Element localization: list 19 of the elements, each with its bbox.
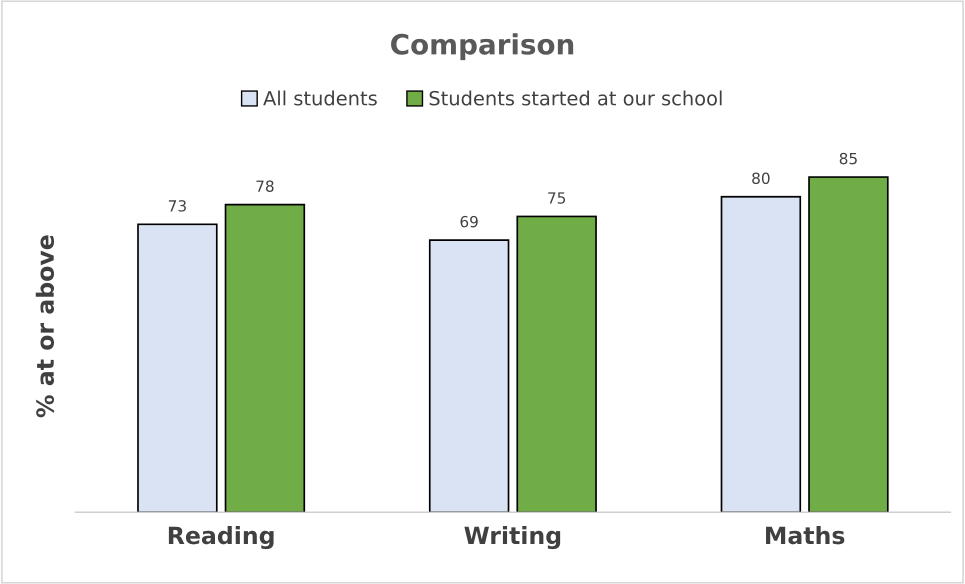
data-label: 75 bbox=[548, 192, 566, 204]
y-axis-title: % at or above bbox=[36, 235, 54, 418]
data-label: 80 bbox=[752, 172, 770, 184]
x-tick-label: Maths bbox=[766, 526, 844, 544]
legend-label: Students started at our school bbox=[430, 90, 722, 106]
bar bbox=[137, 224, 218, 512]
data-label: 69 bbox=[460, 216, 478, 228]
bar bbox=[720, 196, 802, 512]
bar bbox=[808, 176, 889, 512]
data-label: 78 bbox=[256, 180, 274, 192]
x-tick-label: Reading bbox=[168, 526, 274, 550]
data-label: 73 bbox=[168, 200, 186, 212]
bar bbox=[428, 239, 510, 512]
legend-label: All students bbox=[263, 90, 377, 106]
bar bbox=[224, 204, 306, 512]
bar bbox=[516, 216, 597, 512]
x-tick-label: Writing bbox=[464, 526, 560, 550]
chart-title: Comparison bbox=[391, 33, 574, 60]
data-label: 85 bbox=[840, 152, 857, 164]
